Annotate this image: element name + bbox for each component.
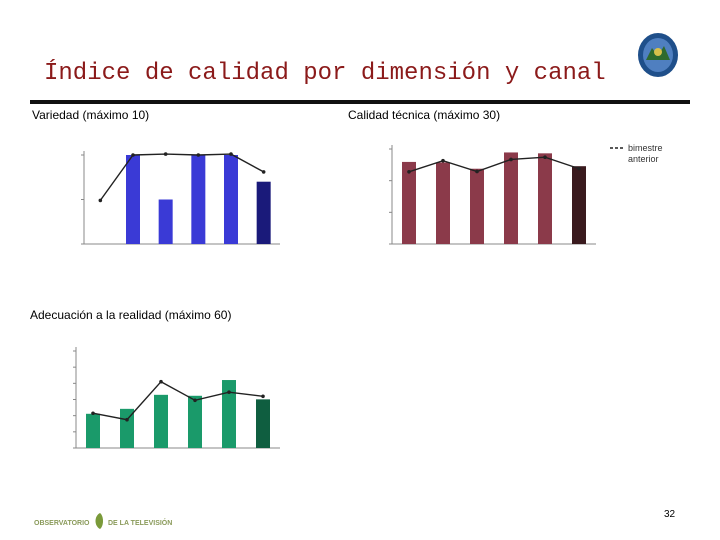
footer-brand-right: DE LA TELEVISIÓN: [108, 518, 172, 527]
previous-period-point: [441, 158, 445, 163]
legend-label: bimestre anterior: [628, 143, 663, 164]
bar-canal-9: [126, 155, 140, 244]
bar-canal-7: [154, 394, 168, 448]
legend-label-line: bimestre: [628, 143, 663, 153]
previous-period-point: [159, 379, 163, 384]
bar-canal-13: [188, 395, 202, 448]
previous-period-line: [99, 153, 265, 201]
chart-1-title: Variedad (máximo 10): [32, 108, 150, 122]
bar-canal-7: [470, 168, 484, 244]
bar-canal-13: [504, 152, 518, 244]
previous-period-point: [125, 417, 129, 422]
seal-logo-icon: [638, 33, 678, 77]
bar-promedio: [256, 399, 270, 448]
previous-period-point: [193, 398, 197, 403]
bar-telefe: [222, 380, 236, 448]
previous-period-point: [227, 390, 231, 395]
page-number: 32: [664, 509, 676, 520]
footer-brand-left: OBSERVATORIO: [34, 520, 90, 527]
previous-period-point: [475, 169, 479, 174]
previous-period-point: [543, 155, 547, 160]
bar-promedio: [256, 181, 271, 244]
previous-period-point: [229, 152, 233, 156]
previous-period-point: [163, 152, 168, 156]
observatorio-logo: OBSERVATORIO DE LA TELEVISIÓN: [34, 513, 172, 529]
bar-telefe: [538, 153, 552, 244]
chart-3-title: Adecuación a la realidad (máximo 60): [30, 308, 232, 322]
previous-period-point: [261, 170, 266, 174]
previous-period-point: [261, 394, 265, 399]
legend-label-line: anterior: [628, 154, 659, 164]
page-title: Índice de calidad por dimensión y canal: [44, 60, 606, 87]
previous-period-point: [91, 411, 95, 416]
bar-telefe: [224, 155, 238, 244]
previous-period-point: [196, 153, 201, 157]
previous-period-point: [131, 153, 135, 157]
bar-américa: [402, 161, 416, 244]
previous-period-point: [577, 166, 581, 171]
previous-period-point: [407, 170, 411, 174]
bar-canal-13: [191, 155, 206, 244]
chart-2-title: Calidad técnica (máximo 30): [348, 108, 501, 122]
previous-period-line: [408, 156, 580, 173]
bar-canal-7: [158, 199, 173, 244]
bar-promedio: [572, 166, 586, 244]
previous-period-line: [92, 380, 264, 421]
title-divider: [30, 100, 690, 104]
leaf-icon: [95, 513, 103, 529]
previous-period-point: [98, 198, 103, 203]
previous-period-point: [509, 157, 513, 162]
bar-canal-9: [436, 162, 450, 244]
bar-américa: [86, 413, 100, 448]
